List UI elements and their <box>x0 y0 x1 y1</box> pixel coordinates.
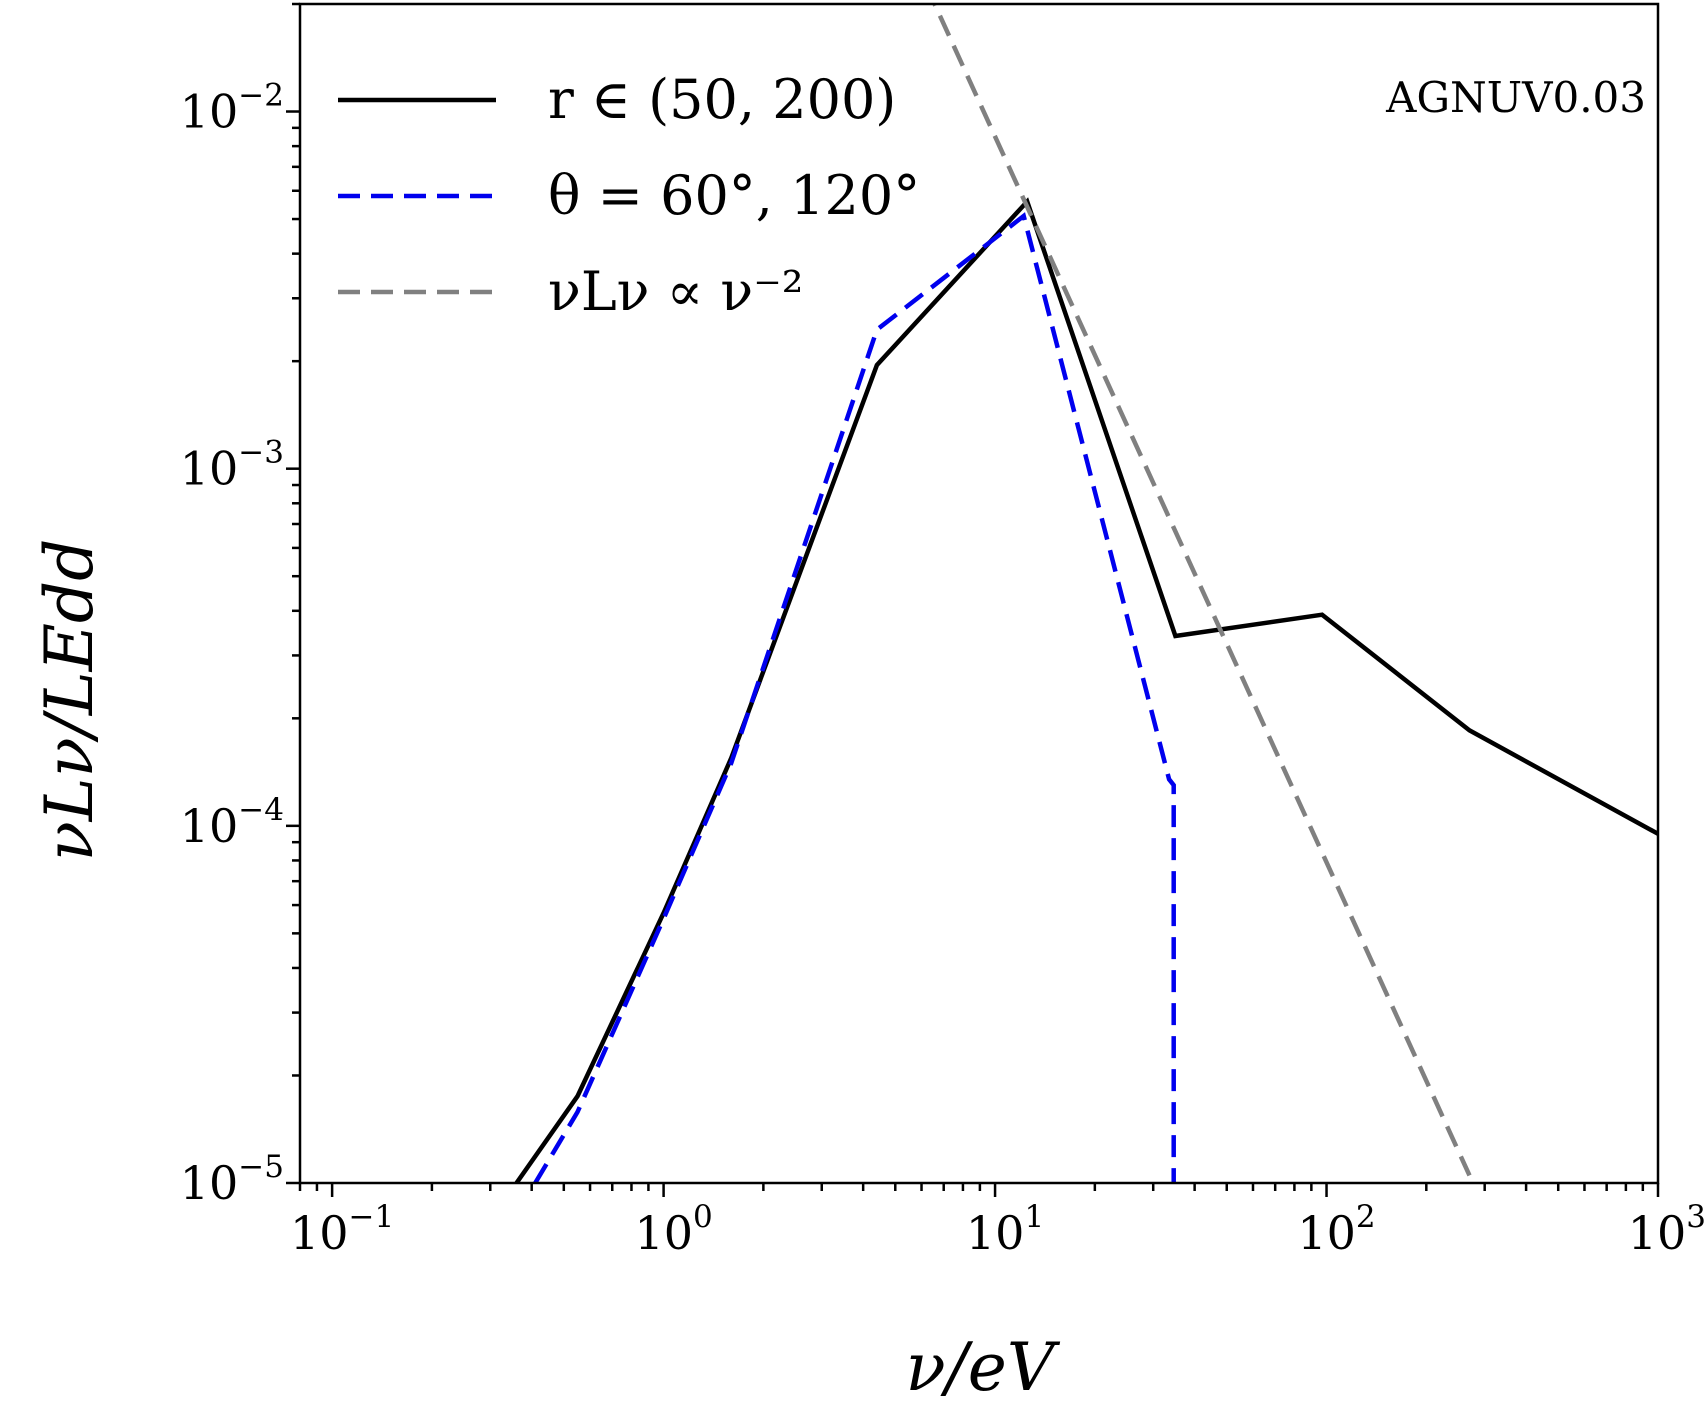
x-axis-label: ν/eV <box>905 1329 1060 1406</box>
x-tick-label: 101 <box>966 1199 1044 1260</box>
legend-item: νLν ∝ ν⁻² <box>338 260 803 323</box>
x-tick-label: 10−1 <box>290 1199 394 1260</box>
legend-label: νLν ∝ ν⁻² <box>548 260 803 323</box>
y-tick-label: 10−2 <box>180 78 284 139</box>
legend-item: r ∈ (50, 200) <box>338 68 896 131</box>
annotation-label: AGNUV0.03 <box>1385 73 1646 122</box>
x-tick-label: 102 <box>1297 1199 1375 1260</box>
legend-label: r ∈ (50, 200) <box>548 68 896 131</box>
series-line-1 <box>514 197 1658 1183</box>
plot-frame <box>298 2 1660 1185</box>
plot-area <box>514 4 1658 1183</box>
y-tick-label: 10−3 <box>180 435 284 496</box>
series-line-2 <box>533 212 1176 1183</box>
axis-ticks <box>286 2 1660 1197</box>
x-tick-label: 100 <box>634 1199 712 1260</box>
axes-frame <box>298 2 1660 1185</box>
y-axis-label: νLν/LEdd <box>31 539 108 862</box>
y-tick-label: 10−4 <box>180 792 284 853</box>
legend-label: θ = 60°, 120° <box>548 164 920 227</box>
series-line-3 <box>932 4 1472 1177</box>
x-tick-label: 103 <box>1628 1199 1706 1260</box>
y-tick-label: 10−5 <box>180 1149 284 1210</box>
legend: r ∈ (50, 200) θ = 60°, 120° νLν ∝ ν⁻² <box>338 68 920 323</box>
legend-item: θ = 60°, 120° <box>338 164 920 227</box>
tick-labels: 10−1 100 101 102 103 10−5 10−4 10−3 10−2 <box>180 78 1706 1260</box>
